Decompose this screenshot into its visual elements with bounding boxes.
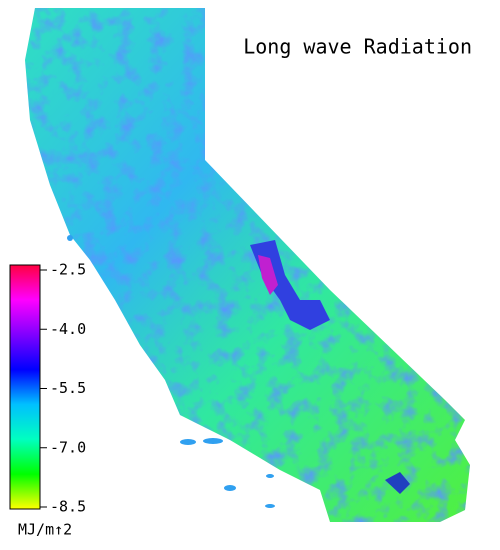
islands	[67, 235, 275, 508]
colorbar-unit: MJ/m↑2	[18, 521, 72, 539]
colorbar-scale	[9, 264, 41, 510]
colorbar: -2.5 -4.0 -5.5 -7.0 -8.5	[9, 261, 86, 516]
colorbar-tick-label: -8.5	[50, 498, 86, 516]
colorbar-tick-label: -5.5	[50, 379, 86, 397]
low-patch	[385, 472, 410, 494]
map-title: Long wave Radiation	[243, 35, 472, 59]
colorbar-tick-label: -4.0	[50, 320, 86, 338]
colorbar-tick-label: -2.5	[50, 261, 86, 279]
sierra-peak	[258, 255, 278, 295]
colorbar-tick-label: -7.0	[50, 438, 86, 456]
